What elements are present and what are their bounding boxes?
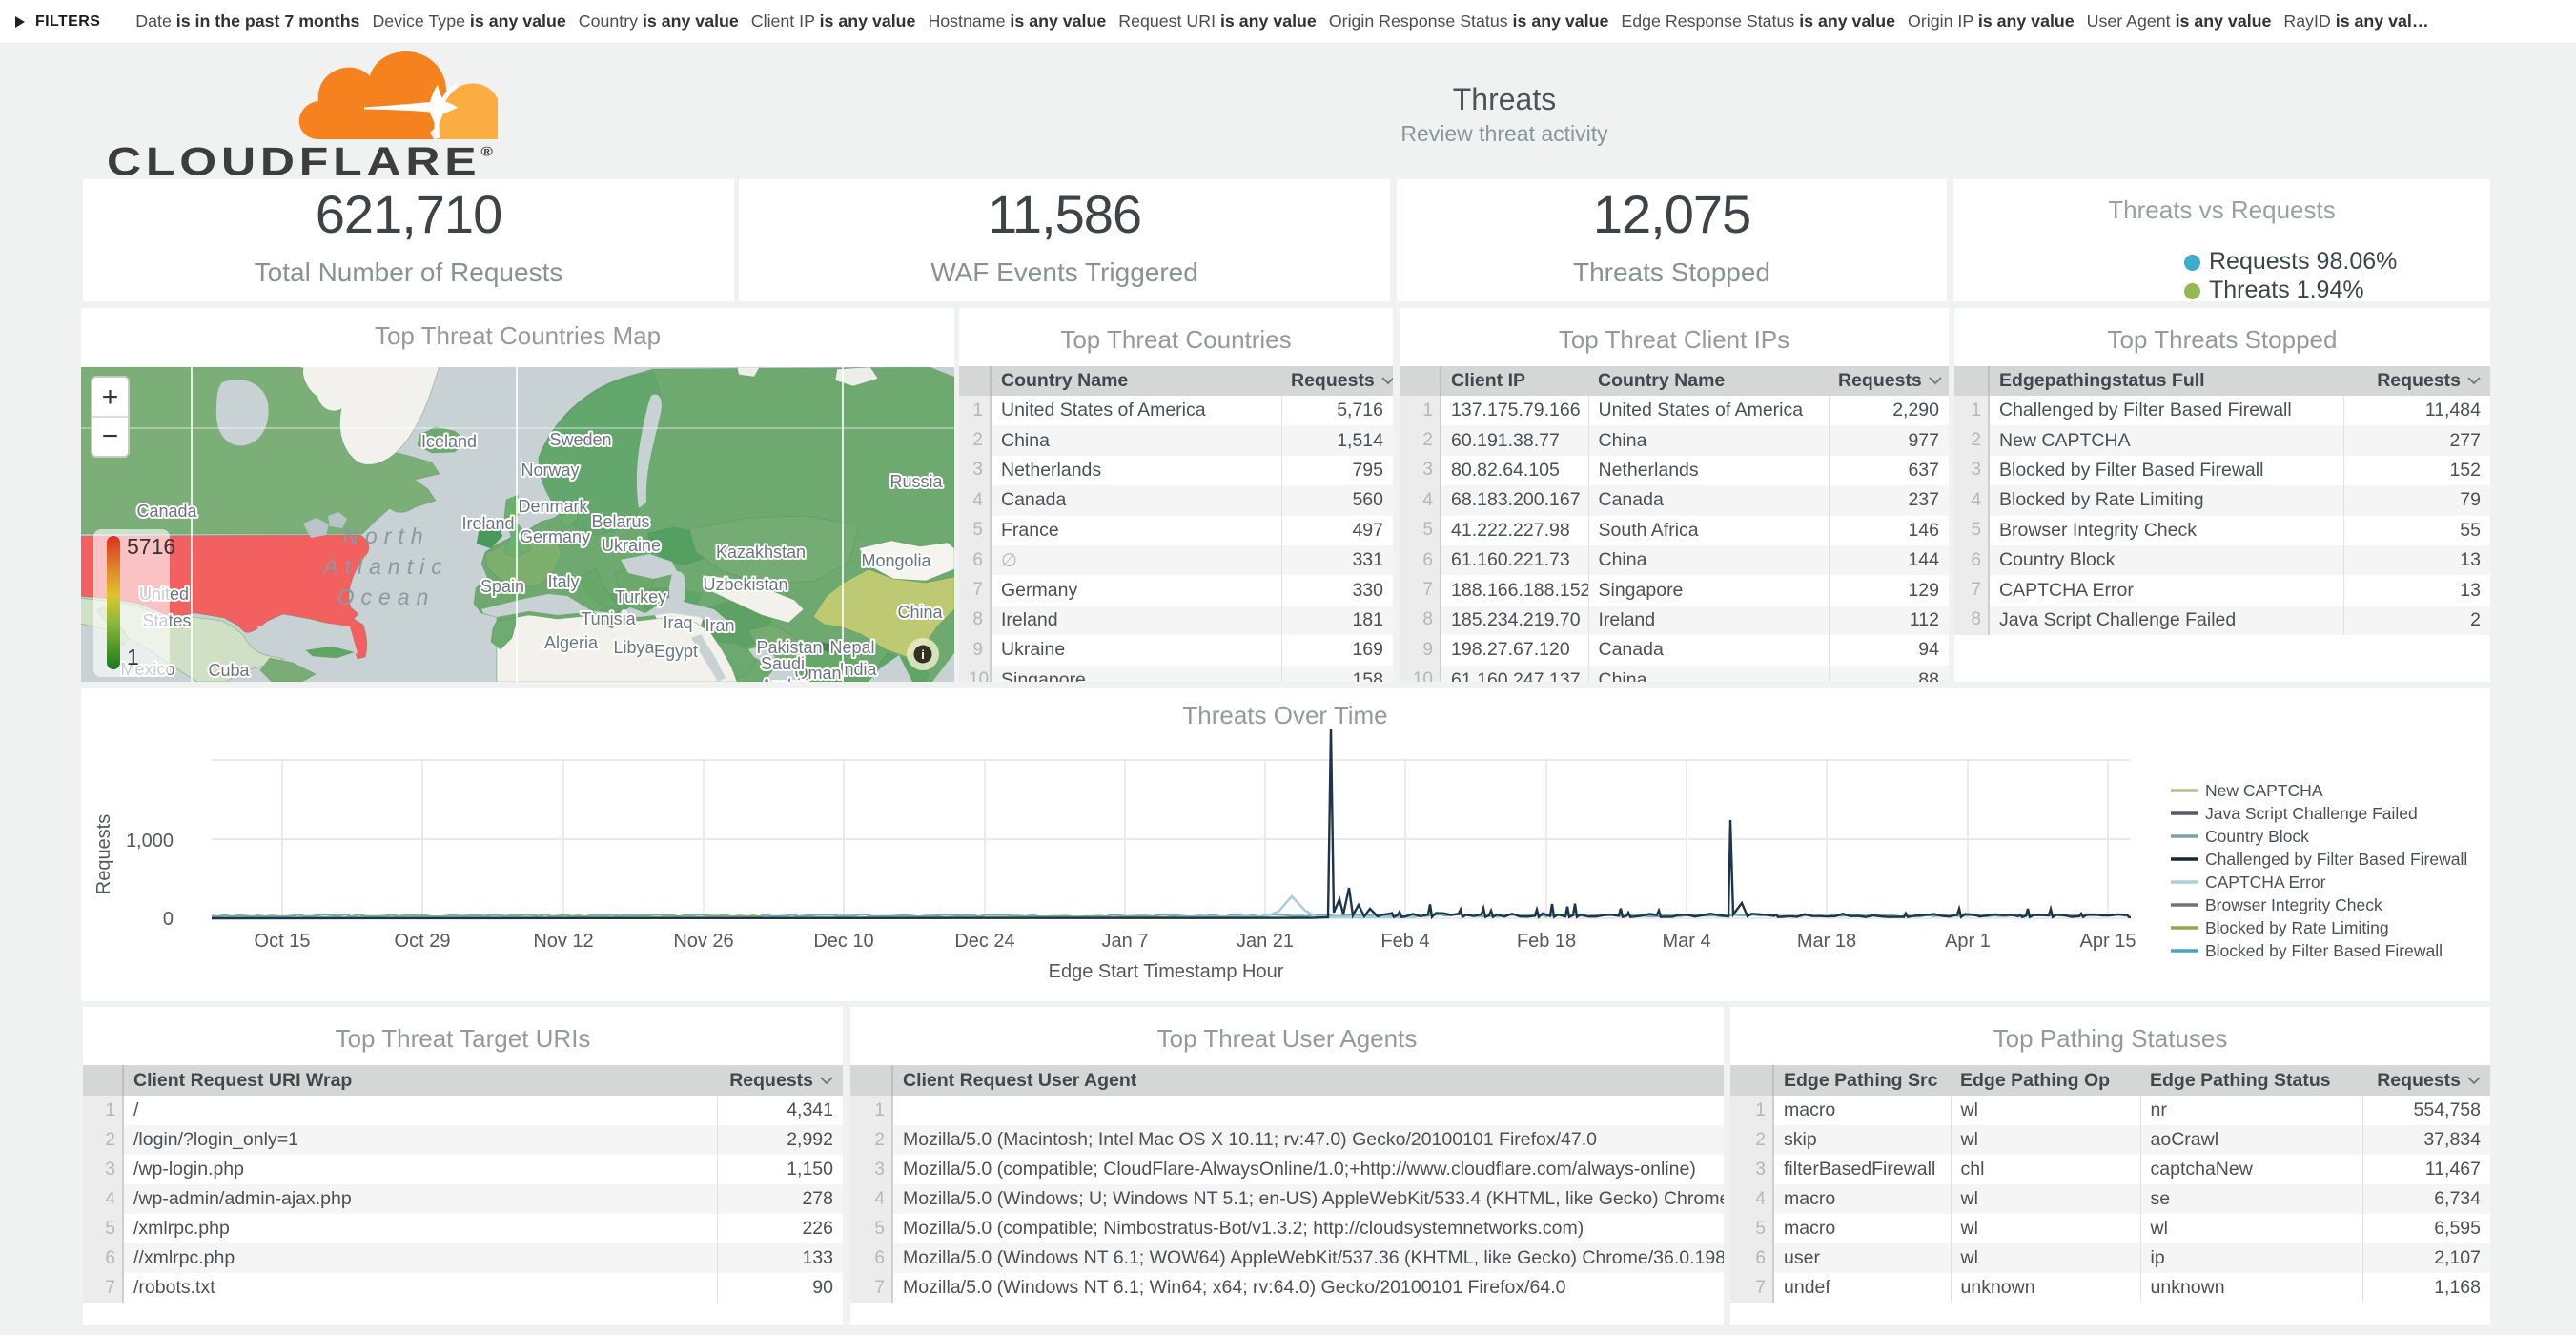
svg-text:Browser Integrity Check: Browser Integrity Check [2205, 895, 2382, 914]
svg-text:Apr 15: Apr 15 [2080, 931, 2136, 952]
svg-text:Arabia: Arabia [761, 676, 811, 682]
svg-text:Iraq: Iraq [663, 613, 692, 632]
svg-text:North: North [342, 524, 429, 548]
svg-text:Turkey: Turkey [615, 587, 666, 606]
svg-text:Blocked by Rate Limiting: Blocked by Rate Limiting [2205, 918, 2389, 937]
svg-text:Russia: Russia [889, 472, 943, 491]
svg-text:Oman: Oman [794, 664, 841, 682]
svg-text:CAPTCHA Error: CAPTCHA Error [2205, 873, 2326, 892]
svg-text:Blocked by Filter Based Firewa: Blocked by Filter Based Firewall [2205, 941, 2443, 960]
svg-text:1,000: 1,000 [126, 831, 174, 852]
svg-text:Iceland: Iceland [421, 432, 477, 451]
svg-text:Saudi: Saudi [761, 654, 805, 673]
svg-text:Edge Start Timestamp Hour: Edge Start Timestamp Hour [1049, 961, 1284, 982]
svg-text:Requests: Requests [93, 814, 114, 895]
svg-text:Mongolia: Mongolia [861, 551, 931, 570]
svg-text:−: − [102, 421, 119, 452]
svg-text:Algeria: Algeria [544, 633, 599, 652]
svg-text:Sweden: Sweden [549, 430, 611, 449]
svg-text:Ukraine: Ukraine [602, 536, 661, 555]
svg-text:Belarus: Belarus [591, 512, 649, 531]
svg-text:Oct 29: Oct 29 [395, 931, 451, 952]
svg-text:Feb 4: Feb 4 [1380, 931, 1429, 952]
svg-text:Dec 10: Dec 10 [813, 931, 873, 952]
svg-text:Country Block: Country Block [2205, 827, 2309, 846]
svg-text:0: 0 [163, 909, 174, 930]
svg-text:Oct 15: Oct 15 [255, 931, 311, 952]
svg-text:Egypt: Egypt [654, 642, 698, 661]
svg-text:Pakistan: Pakistan [756, 638, 822, 657]
svg-text:Ireland: Ireland [461, 514, 514, 533]
svg-text:Atlantic: Atlantic [321, 554, 448, 579]
svg-text:Denmark: Denmark [518, 497, 588, 516]
svg-text:China: China [897, 603, 943, 622]
svg-text:+: + [102, 381, 119, 413]
svg-text:Kazakhstan: Kazakhstan [716, 543, 806, 562]
svg-text:Challenged by Filter Based Fir: Challenged by Filter Based Firewall [2205, 850, 2467, 869]
svg-text:Dec 24: Dec 24 [954, 931, 1014, 952]
svg-text:Tunisia: Tunisia [581, 609, 636, 628]
svg-text:New CAPTCHA: New CAPTCHA [2205, 781, 2323, 800]
svg-text:Nepal: Nepal [829, 638, 874, 657]
svg-text:1: 1 [127, 645, 139, 669]
svg-text:Norway: Norway [521, 461, 579, 480]
svg-text:Jan 21: Jan 21 [1237, 931, 1294, 952]
svg-text:Apr 1: Apr 1 [1945, 931, 1991, 952]
svg-text:Nov 12: Nov 12 [533, 931, 593, 952]
svg-text:Jan 7: Jan 7 [1102, 931, 1149, 952]
svg-text:Mar 18: Mar 18 [1797, 931, 1856, 952]
svg-text:Feb 18: Feb 18 [1517, 931, 1576, 952]
svg-text:Spain: Spain [480, 577, 524, 596]
svg-text:i: i [921, 647, 925, 662]
svg-text:Cuba: Cuba [208, 661, 250, 680]
svg-text:5716: 5716 [127, 534, 175, 559]
svg-text:Libya: Libya [613, 638, 655, 657]
svg-text:Iran: Iran [705, 616, 734, 635]
svg-text:Uzbekistan: Uzbekistan [703, 575, 787, 594]
svg-text:Canada: Canada [136, 502, 197, 521]
svg-text:Ocean: Ocean [337, 585, 436, 609]
svg-text:Germany: Germany [520, 527, 590, 546]
svg-text:Italy: Italy [547, 572, 579, 591]
svg-text:Java Script Challenge Failed: Java Script Challenge Failed [2205, 804, 2418, 823]
svg-text:Mar 4: Mar 4 [1662, 931, 1710, 952]
svg-text:India: India [839, 660, 877, 679]
svg-text:Nov 26: Nov 26 [673, 931, 733, 952]
svg-text:Threats Over Time: Threats Over Time [1182, 701, 1387, 729]
